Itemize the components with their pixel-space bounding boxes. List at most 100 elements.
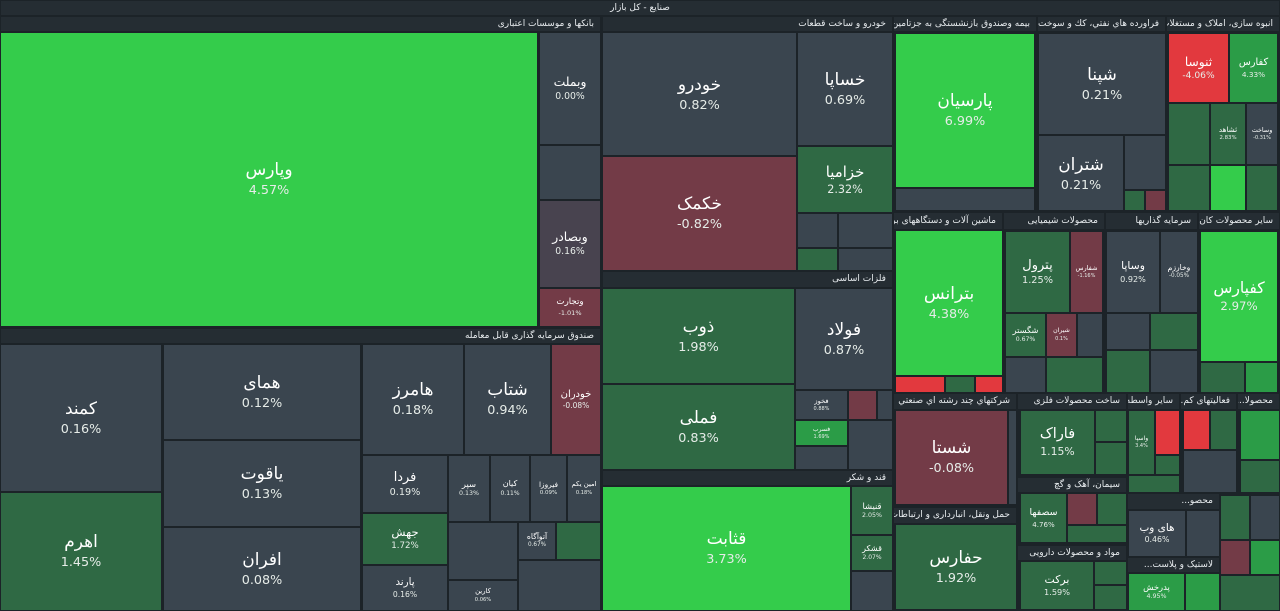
stock-tile[interactable]: اهرم 1.45% (0, 492, 162, 611)
stock-tile[interactable]: شتران 0.21% (1038, 135, 1124, 211)
stock-tile[interactable]: خساپا 0.69% (797, 32, 893, 146)
minor-tile (539, 145, 601, 200)
stock-tile[interactable]: کیان 0.11% (490, 455, 530, 522)
stock-tile[interactable]: سصفها 4.76% (1020, 493, 1067, 543)
stock-change: 1.25% (1022, 275, 1053, 287)
stock-tile[interactable]: بترانس 4.38% (895, 230, 1003, 376)
stock-tile[interactable]: ذوب 1.98% (602, 288, 795, 384)
stock-tile[interactable]: فاراک 1.15% (1020, 410, 1095, 475)
stock-tile[interactable]: پترول 1.25% (1005, 231, 1070, 313)
stock-tile[interactable]: وتجارت -1.01% (539, 288, 601, 327)
sector-title: بانکها و موسسات اعتباری (0, 16, 601, 32)
stock-tile[interactable]: هامرز 0.18% (362, 344, 464, 455)
stock-name: کفارس (1238, 57, 1269, 69)
minor-tile (1106, 313, 1150, 350)
stock-change: 4.57% (248, 183, 290, 199)
stock-name: وخارزم (1167, 263, 1191, 273)
stock-tile[interactable]: پدرخش 4.95% (1128, 573, 1185, 611)
stock-tile[interactable]: وبصادر 0.16% (539, 200, 601, 288)
minor-tile (1168, 165, 1210, 211)
stock-tile[interactable]: پارسیان 6.99% (895, 33, 1035, 188)
stock-name: افران (242, 549, 282, 570)
minor-tile (1095, 410, 1127, 442)
stock-tile[interactable]: کمند 0.16% (0, 344, 162, 492)
stock-change: 1.98% (678, 339, 719, 355)
stock-change: 0.83% (678, 430, 719, 446)
stock-tile[interactable]: افران 0.08% (163, 527, 361, 611)
stock-tile[interactable]: سپر 0.13% (448, 455, 490, 522)
stock-tile[interactable]: قنیشا 2.05% (851, 486, 893, 535)
stock-tile[interactable]: فولاد 0.87% (795, 288, 893, 390)
minor-tile (1250, 495, 1280, 540)
stock-tile[interactable]: شپنا 0.21% (1038, 33, 1166, 135)
sector-title: سایر محصولات کان... (1198, 212, 1280, 230)
stock-tile[interactable]: فملی 0.83% (602, 384, 795, 470)
stock-change: 4.38% (928, 306, 970, 322)
stock-tile[interactable]: خودران -0.08% (551, 344, 601, 455)
stock-tile[interactable]: قشکر 2.07% (851, 535, 893, 571)
stock-name: خساپا (824, 69, 866, 90)
stock-tile[interactable]: شیران 0.1% (1046, 313, 1077, 357)
stock-name: قشکر (862, 543, 882, 553)
stock-tile[interactable]: های وب 0.46% (1128, 510, 1186, 557)
stock-change: 3.4% (1135, 443, 1148, 450)
stock-change: 2.07% (862, 554, 882, 562)
stock-tile[interactable]: یاقوت 0.13% (163, 440, 361, 527)
stock-change: 4.95% (1146, 593, 1167, 601)
sector-title: سایر واسطه گ... (1127, 393, 1180, 410)
stock-tile[interactable]: وخارزم -0.05% (1160, 231, 1198, 313)
minor-tile (1077, 313, 1103, 357)
stock-tile[interactable]: آتوآگاه 0.67% (518, 522, 556, 560)
stock-tile[interactable]: فخوز 0.88% (795, 390, 848, 420)
stock-name: پدرخش (1143, 582, 1170, 593)
stock-tile[interactable]: خودرو 0.82% (602, 32, 797, 156)
stock-tile[interactable]: شفارس -1.16% (1070, 231, 1103, 313)
minor-tile (895, 188, 1035, 211)
stock-tile[interactable]: خکمک -0.82% (602, 156, 797, 271)
stock-tile[interactable]: وپارس 4.57% (0, 32, 538, 327)
stock-tile[interactable]: امین یکم 0.18% (567, 455, 601, 522)
stock-tile[interactable]: فردا 0.19% (362, 455, 448, 513)
minor-tile (877, 390, 893, 420)
stock-change: 0.08% (241, 572, 283, 588)
stock-tile[interactable]: کفارس 4.33% (1229, 33, 1278, 103)
stock-tile[interactable]: شگستر 0.67% (1005, 313, 1046, 357)
stock-tile[interactable]: جهش 1.72% (362, 513, 448, 565)
stock-change: 0.94% (487, 403, 528, 419)
stock-change: 1.15% (1040, 444, 1075, 458)
stock-tile[interactable]: وساخت -0.31% (1246, 103, 1278, 165)
stock-tile[interactable]: همای 0.12% (163, 344, 361, 440)
stock-tile[interactable]: ثشاهد 2.83% (1210, 103, 1246, 165)
stock-tile[interactable]: فیروزا 0.09% (530, 455, 567, 522)
stock-tile[interactable]: قثابت 3.73% (602, 486, 851, 611)
stock-tile[interactable]: واسپا 3.4% (1128, 410, 1155, 475)
stock-tile[interactable]: خزامیا 2.32% (797, 146, 893, 213)
stock-name: فیروزا (538, 479, 559, 489)
stock-tile[interactable]: برکت 1.59% (1020, 561, 1094, 610)
stock-name: شپنا (1087, 64, 1117, 85)
stock-tile[interactable]: پارند 0.16% (362, 565, 448, 611)
stock-change: 1.69% (813, 433, 830, 440)
stock-tile[interactable]: شستا -0.08% (895, 410, 1008, 505)
stock-tile[interactable]: کفپارس 2.97% (1200, 231, 1278, 362)
sector-title: ساخت محصولات فلزی (1017, 393, 1127, 410)
stock-change: 1.92% (935, 570, 977, 586)
stock-tile[interactable]: ثنوسا -4.06% (1168, 33, 1229, 103)
minor-tile (795, 446, 848, 470)
stock-tile[interactable]: وساپا 0.92% (1106, 231, 1160, 313)
minor-tile (1183, 410, 1210, 450)
minor-tile (1220, 575, 1280, 611)
stock-tile[interactable]: فسرب 1.69% (795, 420, 848, 446)
stock-tile[interactable]: کارین 0.06% (448, 580, 518, 611)
stock-name: فولاد (826, 319, 862, 340)
stock-change: 0.13% (458, 489, 479, 497)
minor-tile (797, 248, 838, 271)
stock-name: های وب (1139, 522, 1175, 535)
stock-tile[interactable]: شتاب 0.94% (464, 344, 551, 455)
stock-name: فردا (393, 469, 417, 485)
stock-tile[interactable]: حفارس 1.92% (895, 524, 1017, 610)
stock-tile[interactable]: وبملت 0.00% (539, 32, 601, 145)
sector-title: لاستیک و پلاست... (1127, 557, 1220, 573)
